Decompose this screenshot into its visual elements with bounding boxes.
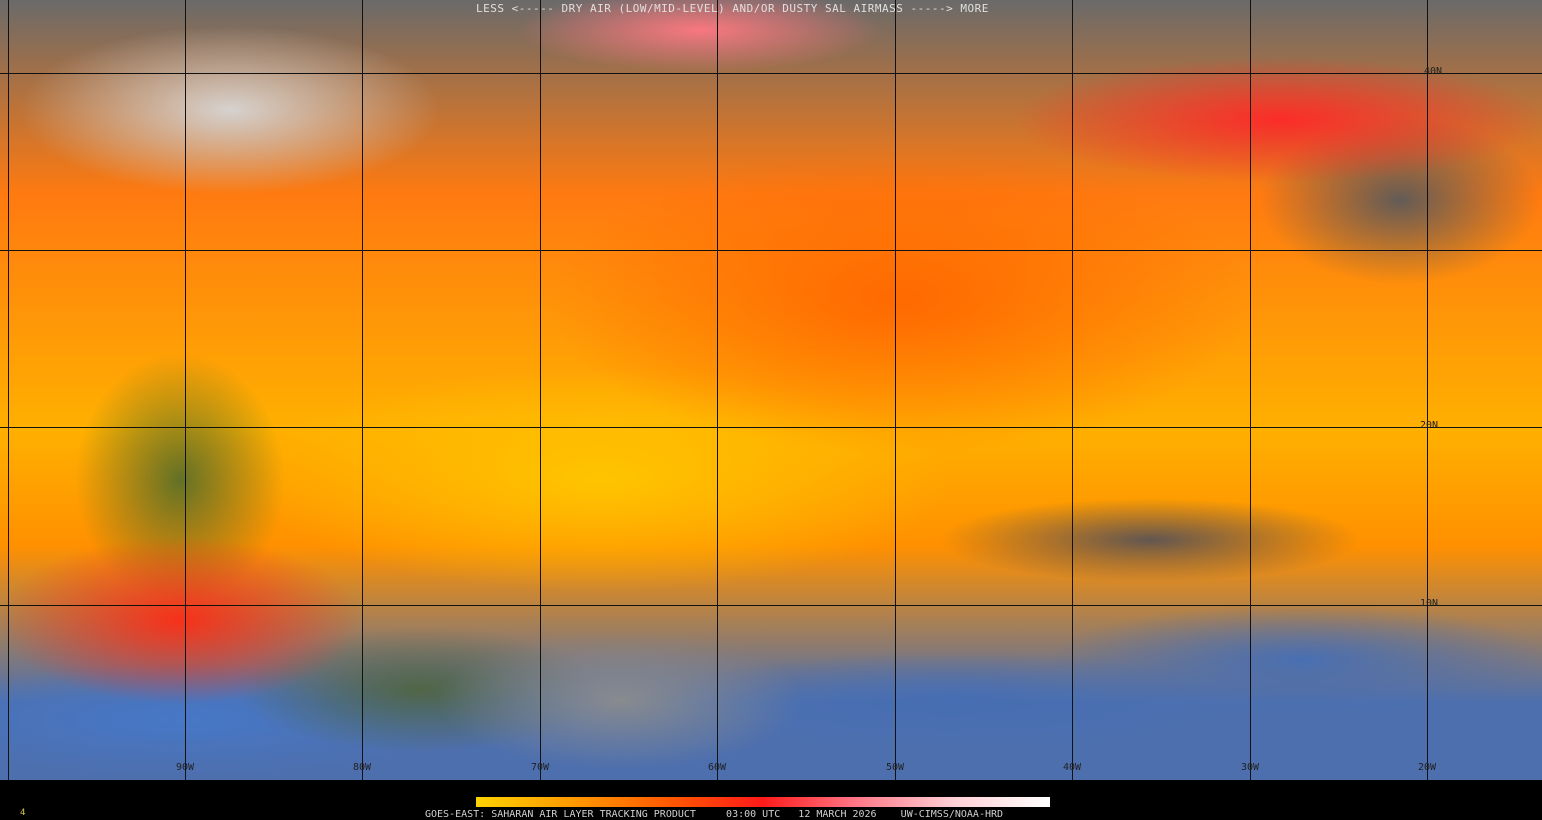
product-name: GOES-EAST: SAHARAN AIR LAYER TRACKING PR… xyxy=(425,809,696,820)
longitude-label: 70W xyxy=(531,762,550,773)
grid-line-parallel xyxy=(0,605,1542,606)
grid-line-parallel xyxy=(0,250,1542,251)
longitude-label: 40W xyxy=(1063,762,1082,773)
product-caption: GOES-EAST: SAHARAN AIR LAYER TRACKING PR… xyxy=(425,809,1003,820)
legend-title: LESS <----- DRY AIR (LOW/MID-LEVEL) AND/… xyxy=(476,2,989,15)
longitude-label: 80W xyxy=(353,762,372,773)
product-credit: UW-CIMSS/NOAA-HRD xyxy=(900,809,1004,820)
grid-line-parallel xyxy=(0,73,1542,74)
grid-line-meridian xyxy=(1427,0,1428,780)
longitude-label: 30W xyxy=(1241,762,1260,773)
satellite-map: 90W 80W 70W 60W 50W 40W 30W 20W 40N 20N … xyxy=(0,0,1542,780)
grid-line-meridian xyxy=(1072,0,1073,780)
grid-line-meridian xyxy=(717,0,718,780)
product-date: 12 MARCH 2026 xyxy=(798,809,877,820)
grid-line-meridian xyxy=(362,0,363,780)
grid-line-meridian xyxy=(895,0,896,780)
frame-number: 4 xyxy=(20,808,26,818)
latitude-label: 40N xyxy=(1424,66,1443,77)
longitude-label: 20W xyxy=(1418,762,1437,773)
longitude-label: 60W xyxy=(708,762,727,773)
grid-line-meridian xyxy=(1250,0,1251,780)
colorbar xyxy=(476,797,1050,807)
latitude-label: 20N xyxy=(1420,420,1439,431)
latitude-label: 10N xyxy=(1420,598,1439,609)
product-time: 03:00 UTC xyxy=(726,809,781,820)
grid-line-meridian xyxy=(185,0,186,780)
grid-line-meridian xyxy=(8,0,9,780)
grid-line-parallel xyxy=(0,427,1542,428)
longitude-label: 50W xyxy=(886,762,905,773)
grid-line-meridian xyxy=(540,0,541,780)
longitude-label: 90W xyxy=(176,762,195,773)
